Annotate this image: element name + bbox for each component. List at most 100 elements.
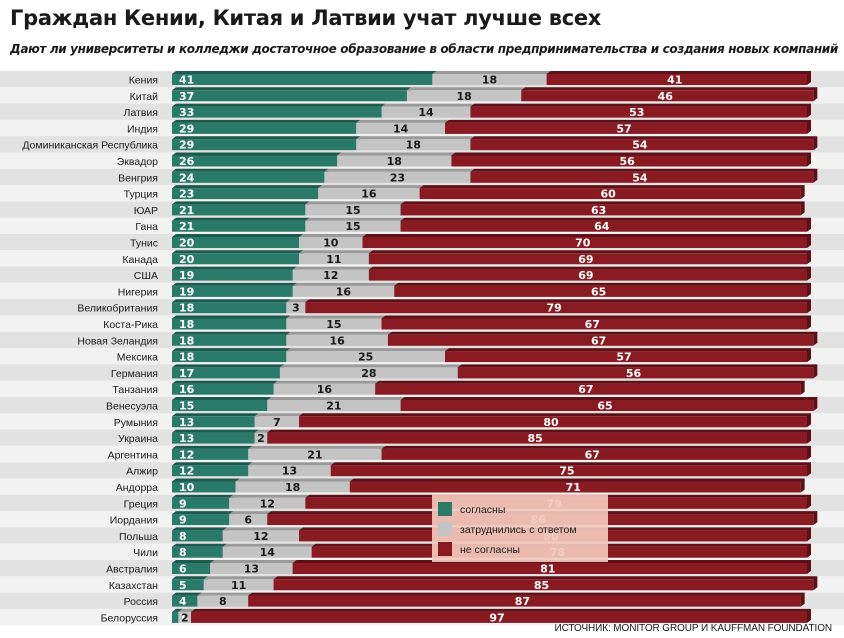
bar-value-label: 9 (179, 497, 187, 510)
bar-bevel (172, 282, 297, 297)
bar-bevel (203, 576, 278, 591)
category-label: Эквадор (117, 156, 158, 168)
bar-bevel (172, 168, 329, 183)
bar-unsure (324, 171, 471, 183)
category-label: Индия (127, 123, 158, 135)
bar-bevel (254, 413, 303, 428)
bar-agree (172, 448, 249, 460)
bar-unsure (406, 90, 522, 102)
bar-value-label: 18 (456, 90, 471, 103)
bar-value-label: 8 (179, 530, 187, 543)
bar-disagree (381, 318, 807, 330)
bar-agree (172, 514, 230, 526)
bar-bevel (381, 315, 811, 330)
bar-value-label: 63 (591, 204, 606, 217)
bar-agree (172, 546, 223, 558)
bar-bevel (248, 592, 805, 607)
bar-value-label: 18 (406, 139, 421, 152)
bar-disagree (248, 595, 801, 607)
bar-disagree (419, 188, 801, 200)
bar-unsure (286, 351, 446, 363)
category-label: Германия (111, 368, 158, 380)
bar-value-label: 18 (387, 155, 402, 168)
bar-value-label: 14 (418, 106, 434, 119)
bar-value-label: 54 (632, 139, 648, 152)
bar-unsure (286, 318, 382, 330)
bar-bevel (172, 299, 291, 314)
bar-value-label: 16 (179, 383, 195, 396)
category-label: Новая Зеландия (77, 335, 158, 347)
bar-value-label: 5 (179, 579, 187, 592)
bar-agree (172, 171, 325, 183)
bar-value-label: 24 (179, 171, 195, 184)
bar-unsure (203, 579, 274, 591)
bar-disagree (362, 237, 807, 248)
bar-value-label: 20 (179, 253, 195, 266)
bar-unsure (432, 74, 547, 85)
bar-unsure (292, 269, 369, 281)
bar-bevel (172, 380, 278, 395)
bar-bevel (381, 103, 475, 118)
bar-bevel (172, 397, 272, 411)
bar-bevel (229, 511, 272, 526)
bar-value-label: 23 (390, 171, 405, 184)
bar-disagree (521, 90, 814, 102)
bar-value-label: 7 (273, 416, 281, 429)
bar-bevel (305, 217, 405, 232)
bar-bevel (172, 543, 227, 558)
bar-unsure (356, 139, 471, 151)
bar-disagree (375, 383, 801, 395)
bar-bevel (172, 527, 227, 542)
bar-value-label: 18 (482, 74, 497, 87)
bar-bevel (229, 494, 310, 509)
bar-value-label: 15 (345, 204, 360, 217)
bar-value-label: 56 (620, 155, 636, 168)
bar-bevel (172, 560, 215, 574)
chart-title: Граждан Кении, Китая и Латвии учат лучше… (10, 6, 602, 30)
bar-value-label: 41 (179, 74, 194, 87)
bar-value-label: 33 (179, 106, 194, 119)
bar-disagree (400, 400, 814, 411)
bar-disagree (381, 448, 807, 460)
bar-bevel (375, 380, 805, 395)
bar-agree (172, 432, 255, 444)
bar-bevel (419, 185, 805, 200)
bar-value-label: 57 (616, 122, 631, 135)
category-label: Белоруссия (101, 612, 158, 624)
bar-unsure (254, 416, 299, 428)
bar-agree (172, 351, 287, 363)
bar-unsure (210, 563, 293, 574)
bar-bevel (457, 364, 818, 379)
bar-value-label: 13 (179, 416, 194, 429)
bar-value-label: 8 (219, 595, 227, 608)
bar-agree (172, 220, 306, 232)
category-label: Аргентина (108, 449, 159, 461)
bar-disagree (546, 74, 807, 85)
category-label: Иордания (110, 515, 158, 527)
bar-value-label: 20 (179, 237, 195, 250)
bar-value-label: 18 (179, 318, 194, 331)
bar-agree (172, 530, 223, 542)
bar-value-label: 14 (260, 546, 276, 559)
bar-bevel (292, 282, 399, 297)
bar-value-label: 12 (179, 448, 194, 461)
bar-bevel (273, 576, 818, 591)
bar-unsure (305, 204, 401, 216)
bar-unsure (286, 302, 306, 314)
bar-unsure (222, 530, 299, 542)
bar-agree (172, 269, 293, 281)
bar-bevel (445, 119, 811, 134)
legend-swatch (438, 522, 452, 536)
category-label: Украина (118, 433, 158, 445)
bar-bevel (172, 315, 291, 330)
category-label: Румыния (114, 417, 158, 429)
category-label: Мексика (117, 352, 158, 364)
category-label: Венесуэла (106, 401, 158, 413)
bar-value-label: 26 (179, 155, 195, 168)
bar-value-label: 67 (585, 448, 600, 461)
bar-bevel (172, 478, 240, 493)
bar-unsure (248, 448, 382, 460)
bar-value-label: 67 (578, 383, 593, 396)
bar-bevel (470, 136, 818, 151)
bar-disagree (305, 302, 807, 314)
